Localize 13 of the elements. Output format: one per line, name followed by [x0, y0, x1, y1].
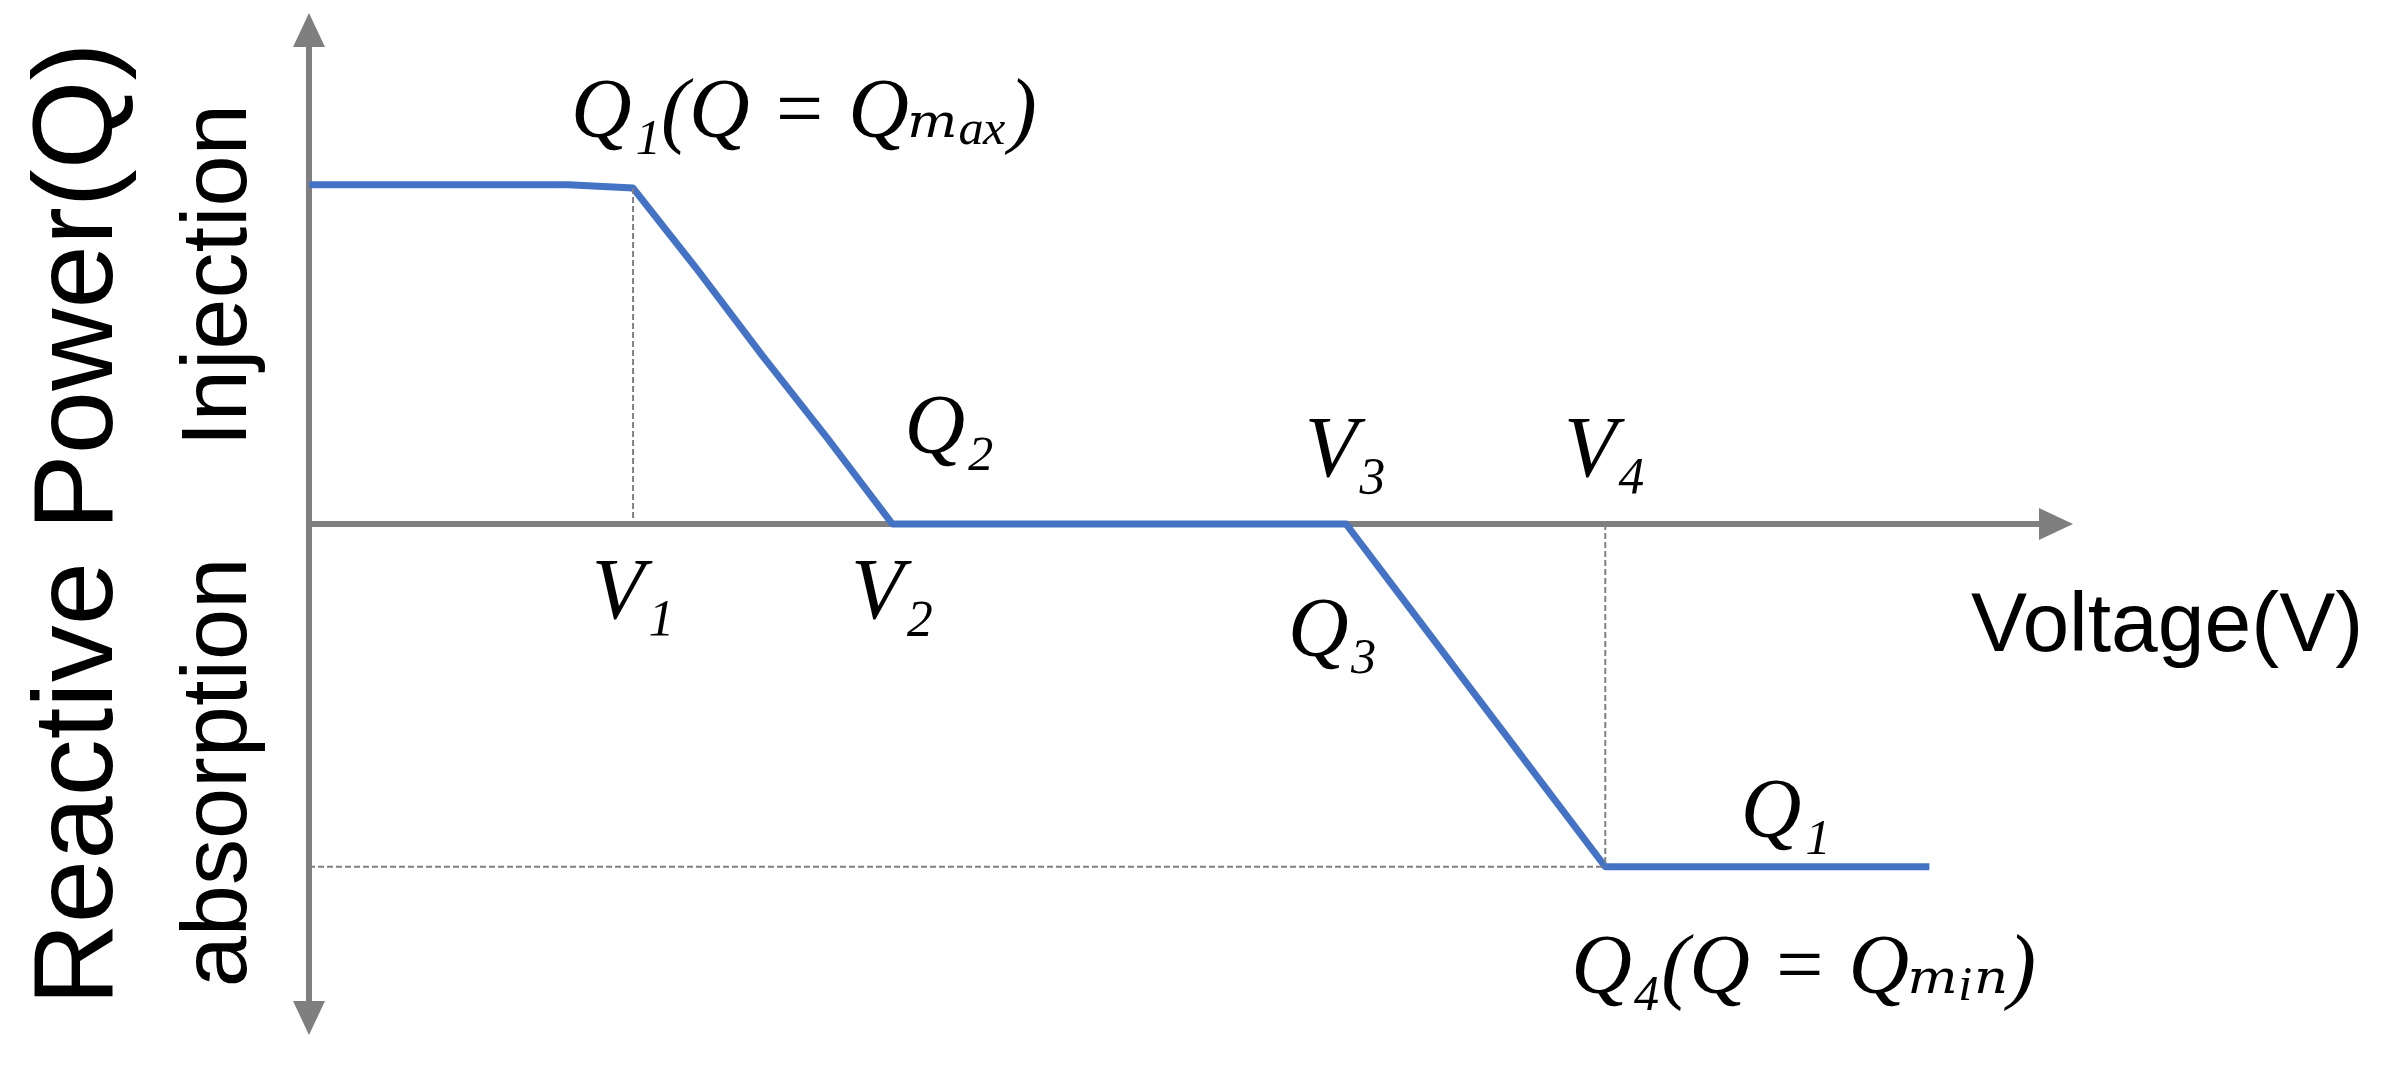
x-tick-label: V₃: [1304, 399, 1388, 495]
annotation: Q₄(Q = Qₘᵢₙ): [1571, 918, 2036, 1013]
annotation: Q₃: [1288, 580, 1378, 674]
text: absorption: [163, 557, 265, 988]
annotation: Q₁(Q = Qₘₐₓ): [571, 61, 1037, 156]
x-axis-title: Voltage(V): [1971, 575, 2364, 669]
y-axis-title: Reactive Power(Q): [8, 42, 136, 1006]
annotation: Q₁: [1740, 762, 1831, 856]
text: Injection: [163, 104, 265, 447]
x-tick-label: V₄: [1564, 399, 1647, 495]
x-tick-label: V₂: [851, 541, 934, 637]
annotation: Q₂: [904, 377, 995, 471]
x-tick-label: V₁: [591, 541, 675, 637]
